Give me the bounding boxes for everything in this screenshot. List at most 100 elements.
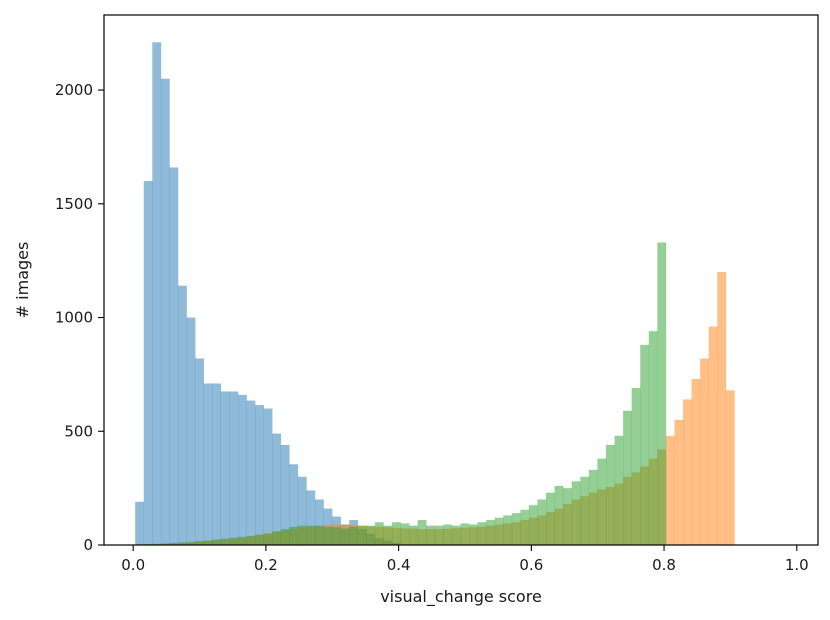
histogram-bars <box>135 42 735 546</box>
histogram-bar <box>503 515 513 545</box>
histogram-bar <box>177 285 187 545</box>
histogram-bar <box>486 519 496 545</box>
histogram-bar <box>169 167 179 545</box>
histogram-bar <box>554 485 564 545</box>
histogram-bar <box>546 492 555 545</box>
histogram-bar <box>272 531 282 545</box>
histogram-bar <box>443 524 453 545</box>
histogram-bar <box>537 499 547 545</box>
histogram-bar <box>263 408 273 545</box>
histogram-bar <box>451 525 461 545</box>
histogram-bar <box>297 525 307 545</box>
histogram-bar <box>289 526 299 545</box>
histogram-bar <box>648 331 658 545</box>
histogram-bar <box>357 525 367 545</box>
x-axis-ticks: 0.0 0.2 0.4 0.6 0.8 1.0 <box>121 545 809 574</box>
histogram-bar <box>135 501 145 545</box>
histogram-bar <box>469 524 478 545</box>
histogram-bar <box>657 242 667 545</box>
x-axis-label: visual_change score <box>380 587 542 607</box>
y-axis-label: # images <box>13 242 32 319</box>
histogram-bar <box>280 444 290 545</box>
histogram-bar <box>246 400 256 545</box>
histogram-bar <box>477 522 487 545</box>
histogram-bar <box>460 523 470 545</box>
histogram-bar <box>391 522 401 545</box>
histogram-bar <box>314 499 324 545</box>
histogram-bar <box>434 525 444 545</box>
histogram-bar <box>160 543 170 545</box>
histogram-bar <box>212 383 222 545</box>
histogram-bar <box>143 181 153 546</box>
y-tick-label: 2000 <box>55 81 93 99</box>
histogram-bar <box>623 410 632 545</box>
histogram-bar <box>340 528 350 545</box>
histogram-bar <box>160 78 170 545</box>
histogram-bar <box>580 476 590 545</box>
histogram-bar <box>725 390 735 545</box>
histogram-bar <box>323 526 333 545</box>
histogram-bar <box>691 378 701 545</box>
histogram-bar <box>272 433 282 545</box>
histogram-bar <box>306 525 316 545</box>
histogram-bar <box>605 444 615 545</box>
histogram-bar <box>597 458 607 545</box>
histogram-bar <box>263 533 273 545</box>
x-tick-label: 1.0 <box>785 556 809 574</box>
series-3 <box>135 242 667 545</box>
histogram-bar <box>563 488 573 545</box>
x-tick-label: 0.6 <box>519 556 543 574</box>
histogram-bar <box>314 525 324 545</box>
histogram-bar <box>195 358 204 545</box>
x-tick-label: 0.4 <box>387 556 411 574</box>
histogram-bar <box>246 535 256 545</box>
y-tick-label: 0 <box>83 536 93 554</box>
histogram-bar <box>400 523 410 545</box>
y-axis-ticks: 0 500 1000 1500 2000 <box>55 81 104 554</box>
histogram-bar <box>683 399 692 545</box>
histogram-bar <box>494 517 504 545</box>
histogram-bar <box>297 476 307 545</box>
histogram-bar <box>306 490 316 545</box>
histogram-bar <box>237 394 247 545</box>
histogram-bar <box>203 540 213 545</box>
histogram-bar <box>528 505 538 545</box>
y-tick-label: 1500 <box>55 195 93 213</box>
histogram-bar <box>349 526 359 545</box>
histogram-bar <box>289 464 299 545</box>
histogram-bar <box>212 539 222 545</box>
histogram-bar <box>152 42 162 546</box>
histogram-bar <box>220 391 230 545</box>
histogram-bar <box>700 358 710 545</box>
plot-frame <box>103 14 819 546</box>
histogram-bar <box>280 529 290 545</box>
x-tick-label: 0.2 <box>254 556 278 574</box>
y-tick-label: 500 <box>64 422 93 440</box>
histogram-bar <box>383 525 393 545</box>
y-tick-label: 1000 <box>55 309 93 327</box>
histogram-bar <box>195 541 204 545</box>
histogram-bar <box>332 527 341 545</box>
histogram-bar <box>220 538 230 545</box>
x-tick-label: 0.8 <box>652 556 676 574</box>
histogram-bar <box>255 405 264 545</box>
histogram-bar <box>665 435 675 545</box>
histogram-bar <box>520 509 530 545</box>
histogram-bar <box>186 317 196 545</box>
histogram-bar <box>229 391 239 545</box>
histogram-bar <box>203 383 213 545</box>
histogram-bar <box>426 525 436 545</box>
histogram-bar <box>640 344 650 545</box>
histogram-bar <box>237 536 247 545</box>
histogram-bar <box>229 537 239 545</box>
histogram-bar <box>717 272 727 545</box>
histogram-bar <box>674 419 684 545</box>
histogram-bar <box>409 525 418 545</box>
x-tick-label: 0.0 <box>121 556 145 574</box>
histogram-bar <box>177 542 187 545</box>
histogram-bar <box>186 541 196 545</box>
histogram-bar <box>708 326 718 545</box>
histogram-bar <box>588 469 598 545</box>
histogram-bar <box>631 388 641 545</box>
